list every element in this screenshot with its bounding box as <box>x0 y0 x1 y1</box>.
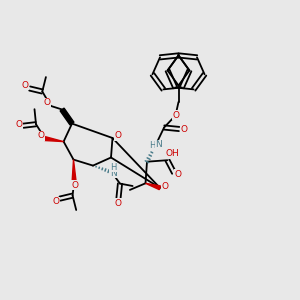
Polygon shape <box>45 137 64 142</box>
Text: O: O <box>22 81 29 90</box>
Text: H: H <box>110 163 116 172</box>
Text: N: N <box>110 169 116 178</box>
Text: O: O <box>114 199 122 208</box>
Text: O: O <box>180 124 188 134</box>
Text: O: O <box>15 120 22 129</box>
Text: O: O <box>43 98 50 107</box>
Polygon shape <box>60 108 74 125</box>
Text: O: O <box>52 197 59 206</box>
Text: OH: OH <box>165 149 179 158</box>
Text: O: O <box>71 181 78 190</box>
Text: O: O <box>114 131 122 140</box>
Text: N: N <box>155 140 162 149</box>
Text: H: H <box>149 141 156 150</box>
Text: O: O <box>38 131 45 140</box>
Polygon shape <box>146 183 160 190</box>
Text: O: O <box>174 169 182 178</box>
Text: O: O <box>172 111 180 120</box>
Polygon shape <box>72 160 76 181</box>
Text: O: O <box>161 182 168 191</box>
